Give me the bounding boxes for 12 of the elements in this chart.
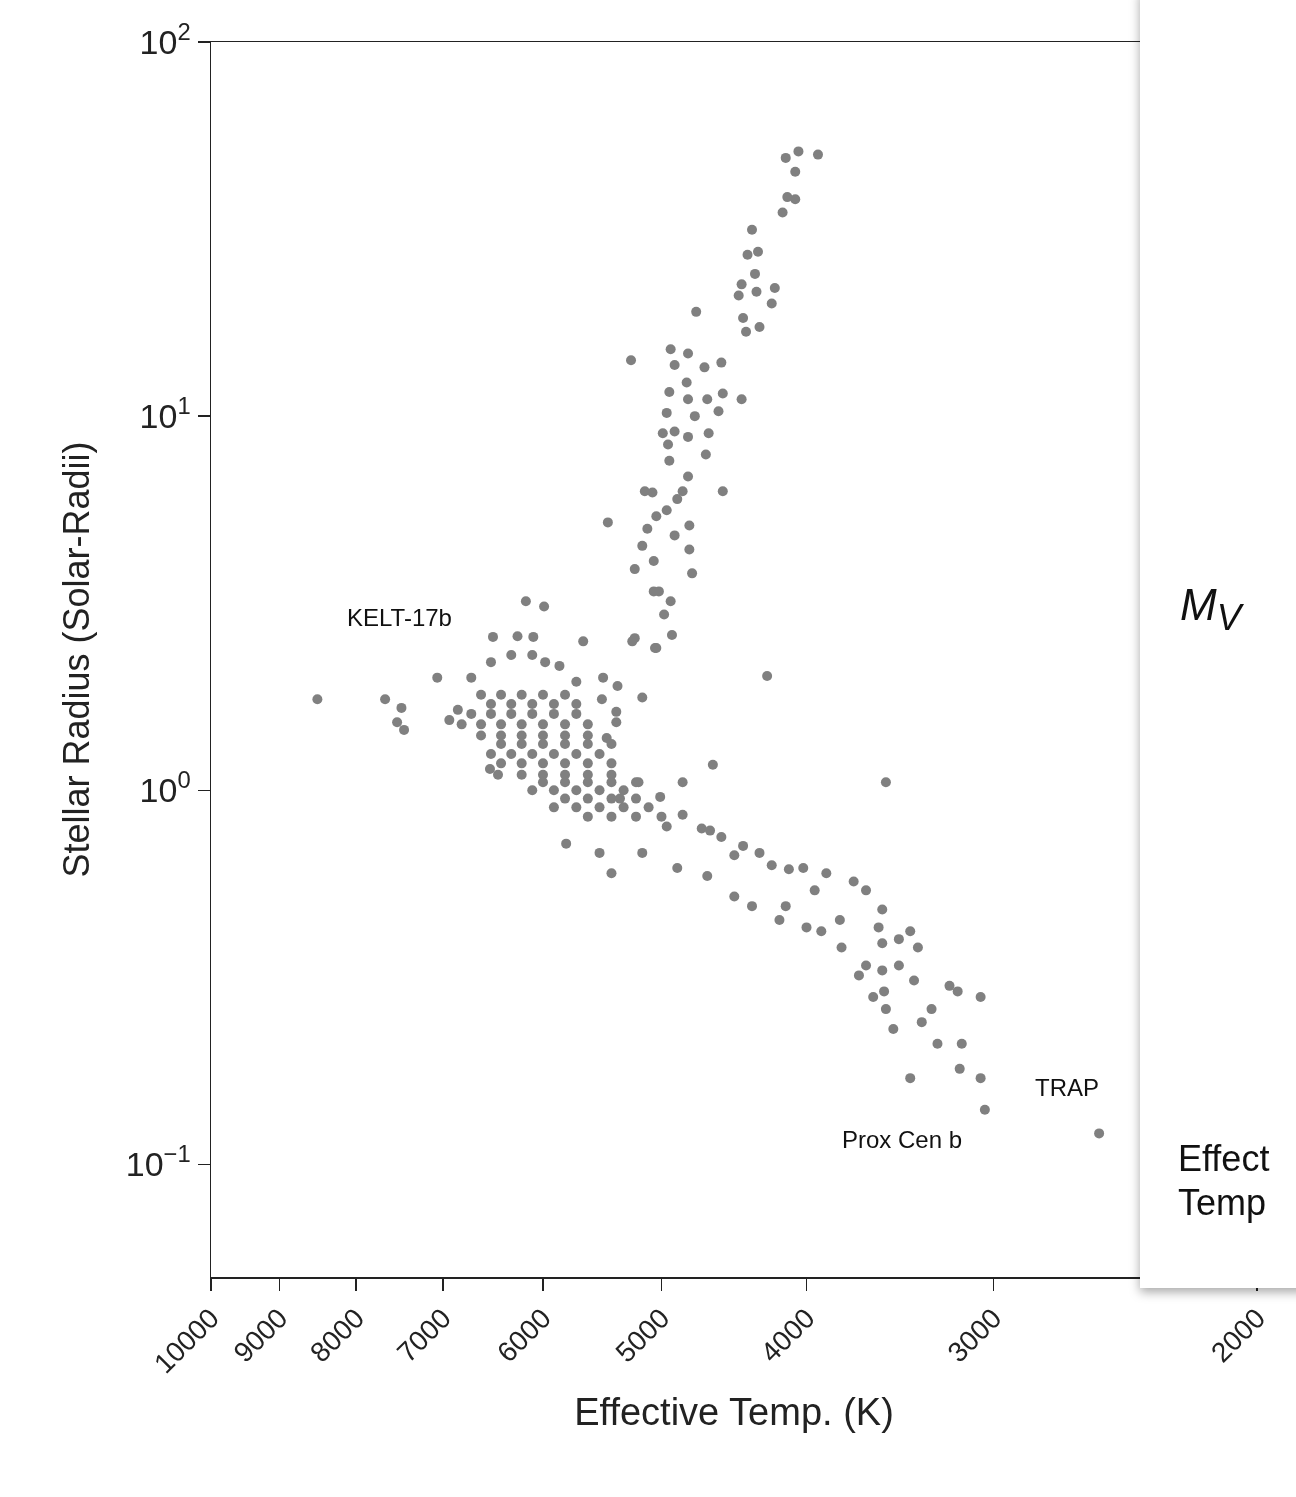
- annotation: Temp: [1178, 1182, 1267, 1224]
- annotation: KELT-17b: [347, 604, 452, 631]
- y-tick-label: 10$^{2}$: [139, 17, 191, 61]
- y-tick-label: 10$^{−1}$: [125, 1140, 191, 1184]
- y-tick-label: 10$^{0}$: [139, 765, 191, 810]
- annotation: Prox Cen b: [842, 1126, 963, 1153]
- y-tick-label: 10$^{1}$: [139, 391, 191, 436]
- annotation: Effect: [1178, 1138, 1270, 1180]
- annotation: TRAP: [1035, 1074, 1100, 1101]
- annotation: M$_{V}$: [1180, 580, 1242, 639]
- y-axis-title: Stellar Radius (Solar-Radii): [55, 441, 97, 878]
- x-axis-title: Effective Temp. (K): [574, 1391, 894, 1434]
